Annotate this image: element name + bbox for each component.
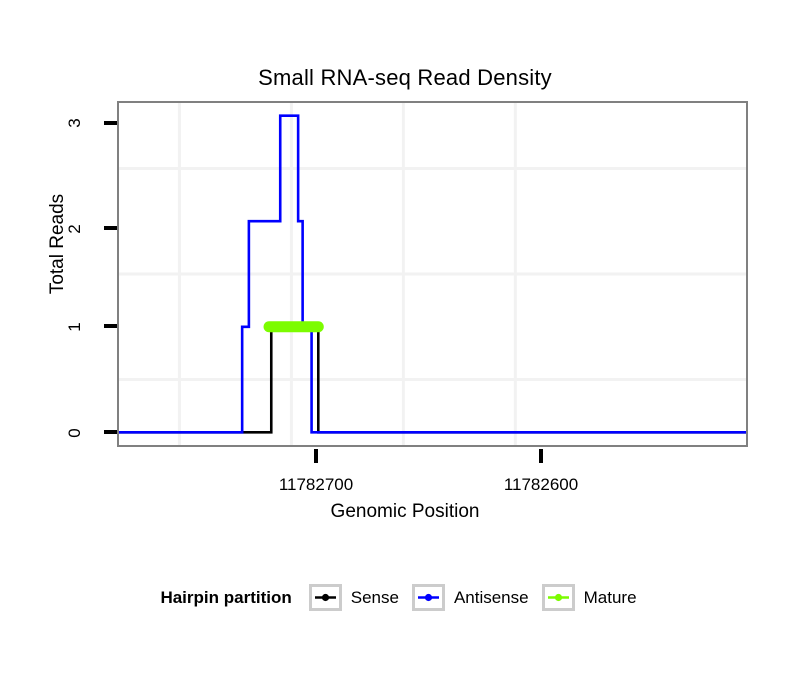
chart-title: Small RNA-seq Read Density	[258, 65, 552, 90]
x-tick-mark-11782600	[539, 449, 543, 463]
y-tick-mark-3	[104, 121, 117, 125]
legend-title: Hairpin partition	[160, 587, 292, 607]
y-tick-mark-1	[104, 324, 117, 328]
data-series-layer	[119, 114, 746, 434]
legend-key-antisense-icon	[411, 584, 445, 611]
legend-entry-antisense[interactable]: Antisense	[411, 584, 529, 611]
legend-label-antisense: Antisense	[453, 587, 529, 607]
x-tick-label-11782600: 11782600	[503, 475, 579, 494]
x-tick-label-11782700: 11782700	[278, 475, 354, 494]
legend-label-mature: Mature	[583, 587, 637, 607]
x-tick-mark-11782700	[314, 449, 318, 463]
gridlines	[119, 103, 746, 445]
legend-key-mature-icon	[541, 584, 575, 611]
y-tick-label-2: 2	[65, 224, 84, 234]
legend-entry-mature[interactable]: Mature	[541, 584, 637, 611]
legend-entry-sense[interactable]: Sense	[308, 584, 399, 611]
x-axis-label: Genomic Position	[330, 501, 480, 522]
y-tick-label-1: 1	[65, 322, 84, 332]
y-tick-label-0: 0	[65, 428, 84, 438]
plot-panel	[117, 101, 748, 447]
y-tick-mark-2	[104, 226, 117, 230]
legend-key-sense-icon	[308, 584, 342, 611]
plot-canvas	[119, 103, 746, 445]
y-tick-label-3: 3	[65, 118, 84, 128]
legend-label-sense: Sense	[350, 587, 399, 607]
legend: Hairpin partition Sense Antisense	[0, 584, 810, 611]
y-tick-mark-0	[104, 430, 117, 434]
